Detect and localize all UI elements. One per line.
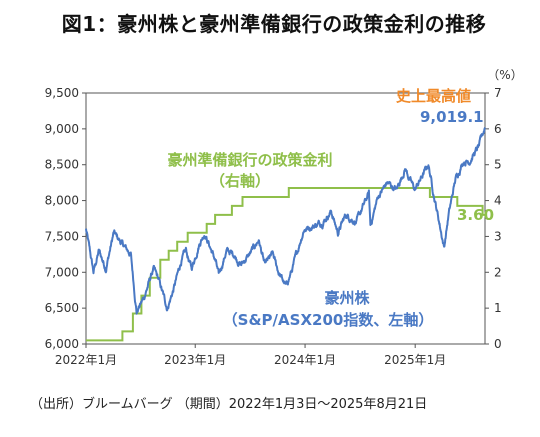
y-right-tick-label: 3	[494, 229, 502, 243]
rate-label-line1: 豪州準備銀行の政策金利	[167, 151, 332, 169]
stock-line	[85, 127, 486, 315]
y-left-tick-label: 6,500	[45, 301, 79, 315]
axes: 6,000 6,500 7,000 7,500 8,000 8,500 9,000 9,500…	[45, 68, 523, 367]
last-rate-value: 3.60	[457, 206, 494, 224]
y-right-tick-label: 4	[494, 194, 502, 208]
y-left-tick-label: 9,000	[45, 122, 79, 136]
y-left-tick-label: 7,500	[45, 229, 79, 243]
series-stock	[85, 127, 486, 315]
y-left-tick-label: 7,000	[45, 265, 79, 279]
y-right-tick-label: 7	[494, 86, 502, 100]
rate-label-line2: （右軸）	[210, 172, 270, 190]
series-rate	[86, 187, 485, 342]
record-high-label: 史上最高値	[396, 87, 471, 105]
source-note: （出所）ブルームバーグ （期間）2022年1月3日〜2025年8月21日	[30, 397, 428, 412]
y-left-tick-label: 8,000	[45, 194, 79, 208]
y-left-tick-label: 9,500	[45, 86, 79, 100]
y-left-tick-label: 8,500	[45, 158, 79, 172]
annotations: 豪州準備銀行の政策金利 （右軸） 豪州株 （S&P/ASX200指数、左軸） 史…	[167, 87, 494, 329]
x-tick-label: 2025年1月	[384, 353, 446, 367]
y-right-tick-label: 6	[494, 122, 502, 136]
x-tick-label: 2024年1月	[274, 353, 336, 367]
y-right-tick-label: 1	[494, 301, 502, 315]
y-left-tick-label: 6,000	[45, 337, 79, 351]
stock-label-line2: （S&P/ASX200指数、左軸）	[223, 311, 434, 329]
y-right-tick-label: 0	[494, 337, 502, 351]
last-stock-value: 9,019.1	[420, 108, 484, 126]
x-tick-label: 2023年1月	[164, 353, 226, 367]
chart-title: 図1：豪州株と豪州準備銀行の政策金利の推移	[61, 12, 487, 36]
stock-label-line1: 豪州株	[324, 289, 370, 307]
rate-line	[86, 187, 485, 342]
x-tick-label: 2022年1月	[55, 353, 117, 367]
y-right-tick-label: 5	[494, 158, 502, 172]
plot-frame	[85, 92, 486, 345]
y-right-tick-label: 2	[494, 265, 502, 279]
y-right-unit: （%）	[487, 68, 522, 82]
